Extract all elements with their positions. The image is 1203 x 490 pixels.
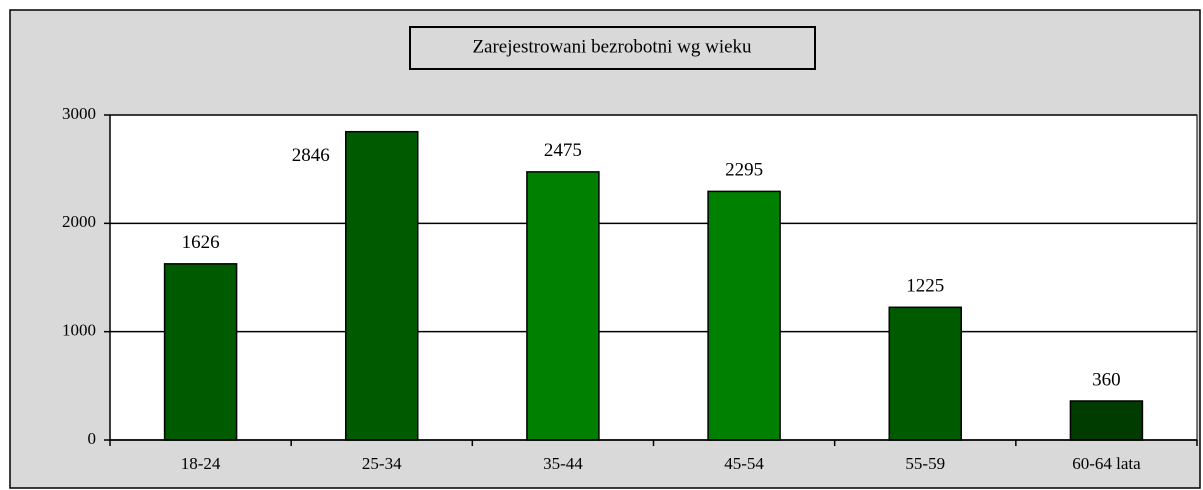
y-tick-label: 3000 [62,104,96,123]
bar [526,171,600,441]
x-tick-label: 55-59 [905,454,945,473]
bar [163,263,238,441]
y-tick-label: 0 [88,429,97,448]
y-tick-label: 1000 [62,321,96,340]
y-tick-label: 2000 [62,212,96,231]
data-label: 360 [1092,369,1121,390]
data-label: 2846 [292,145,330,166]
bar [1069,400,1144,441]
bar [707,190,781,441]
data-label: 2475 [544,140,582,161]
data-label: 2295 [725,160,763,181]
bar [888,306,962,441]
x-tick-label: 25-34 [362,454,402,473]
x-tick-label: 35-44 [543,454,583,473]
bar [345,130,419,441]
x-tick-label: 45-54 [724,454,764,473]
x-tick-label: 18-24 [181,454,221,473]
plot-area [109,114,1198,441]
chart-title: Zarejestrowani bezrobotni wg wieku [472,36,752,57]
title-box [409,26,816,70]
data-label: 1225 [906,276,944,297]
data-label: 1626 [182,232,220,253]
x-tick-label: 60-64 lata [1072,454,1141,473]
